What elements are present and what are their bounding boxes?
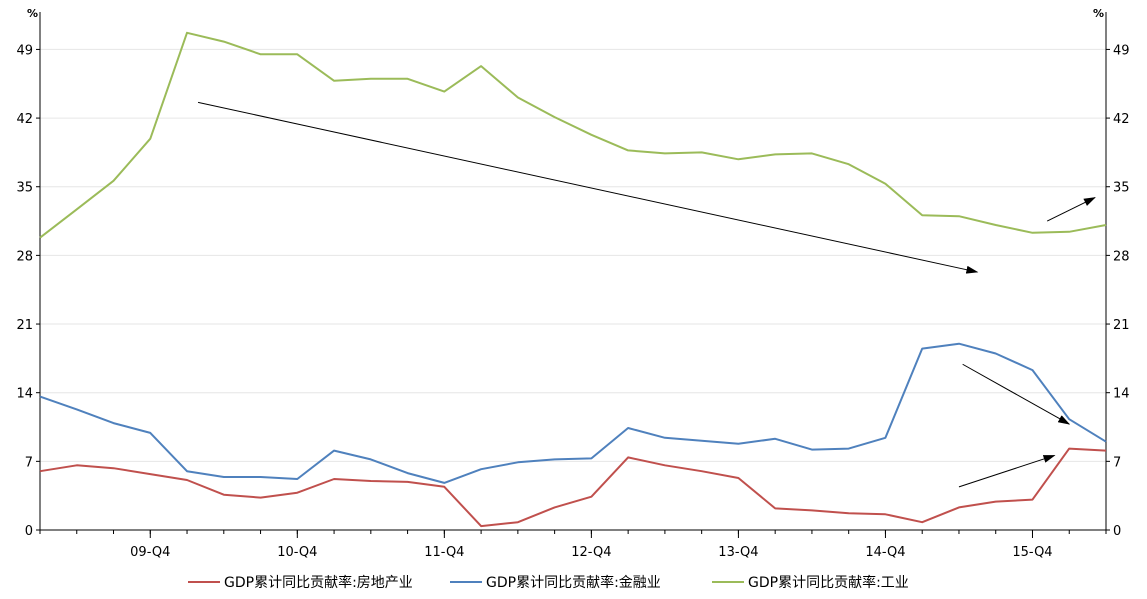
left-y-tick-label: 35: [16, 181, 33, 196]
left-y-tick-label: 42: [16, 112, 33, 127]
x-tick-label: 10-Q4: [277, 545, 317, 560]
left-y-tick-label: 49: [16, 43, 33, 58]
annotation-arrows: [197, 101, 1096, 488]
right-y-tick-label: 7: [1113, 455, 1121, 470]
series-line-1: [39, 447, 1107, 528]
annotation-arrow: [197, 101, 979, 274]
left-y-tick-label: 21: [16, 318, 33, 333]
legend-label-2: GDP累计同比贡献率:金融业: [486, 574, 661, 591]
annotation-arrow: [1046, 197, 1096, 222]
legend-label-1: GDP累计同比贡献率:房地产业: [224, 574, 413, 591]
right-axis-unit: %: [1093, 7, 1104, 20]
x-tick-label: 14-Q4: [865, 545, 905, 560]
legend: GDP累计同比贡献率:房地产业 GDP累计同比贡献率:金融业 GDP累计同比贡献率:…: [188, 574, 909, 591]
x-tick-label: 09-Q4: [130, 545, 170, 560]
annotation-arrow: [962, 363, 1071, 425]
right-y-tick-label: 21: [1113, 318, 1130, 333]
left-y-tick-label: 14: [16, 387, 33, 402]
right-y-tick-label: 14: [1113, 387, 1130, 402]
legend-label-3: GDP累计同比贡献率:工业: [748, 574, 909, 591]
left-y-tick-label: 7: [25, 455, 33, 470]
left-y-tick-label: 28: [16, 249, 33, 264]
right-y-tick-label: 28: [1113, 249, 1130, 264]
gridlines: [40, 48, 1106, 462]
series-line-3: [39, 31, 1107, 239]
x-tick-label: 13-Q4: [718, 545, 758, 560]
annotation-arrow: [958, 454, 1056, 488]
x-tick-label: 11-Q4: [424, 545, 464, 560]
axes: % % 0 0 7 7 14 14 21 21 28 28 35 35 42 42 49 49 09-Q4 10-Q4…: [16, 7, 1129, 560]
left-axis-unit: %: [27, 7, 38, 20]
left-y-tick-label: 0: [25, 524, 33, 539]
x-tick-label: 15-Q4: [1012, 545, 1052, 560]
x-tick-label: 12-Q4: [571, 545, 611, 560]
series-lines: [39, 31, 1107, 528]
series-line-2: [39, 342, 1107, 484]
right-y-tick-label: 49: [1113, 43, 1130, 58]
right-y-tick-label: 0: [1113, 524, 1121, 539]
right-y-tick-label: 42: [1113, 112, 1130, 127]
right-y-tick-label: 35: [1113, 181, 1130, 196]
